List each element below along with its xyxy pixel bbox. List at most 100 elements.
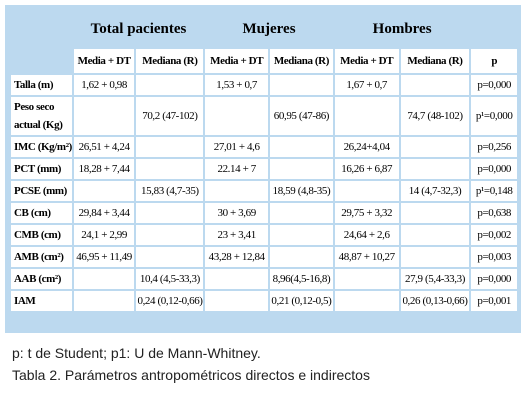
row-label: IAM (11, 291, 72, 311)
cell: 15,83 (4,7-35) (136, 181, 204, 201)
row-label: Talla (m) (11, 75, 72, 95)
data-row: PCSE (mm) 15,83 (4,7-35) 18,59 (4,8-35) 14 … (11, 181, 517, 201)
cell: 22.14 + 7 (205, 159, 269, 179)
cell: 1,67 + 0,7 (334, 75, 399, 95)
cell (270, 159, 333, 179)
blank-cell (11, 49, 72, 73)
cell: 1,62 + 0,98 (73, 75, 135, 95)
cell: 74,7 (48-102) (400, 97, 470, 135)
cell: p¹=0,000 (471, 97, 517, 135)
cell (136, 225, 204, 245)
cell: p=0,638 (471, 203, 517, 223)
cell (270, 75, 333, 95)
cell (270, 137, 333, 157)
row-label: PCSE (mm) (11, 181, 72, 201)
cell (400, 75, 470, 95)
cell: 24,64 + 2,6 (334, 225, 399, 245)
row-label: IMC (Kg/m²) (11, 137, 72, 157)
group-header: Total pacientes (90, 20, 187, 37)
row-label: Peso seco actual (Kg) (11, 97, 72, 135)
group-header: Hombres (372, 20, 432, 37)
cell: 29,75 + 3,32 (334, 203, 399, 223)
column-header: Media + DT (334, 49, 399, 73)
data-row: AMB (cm²) 46,95 + 11,49 43,28 + 12,84 48,87… (11, 247, 517, 267)
cell: 30 + 3,69 (205, 203, 269, 223)
cell: 24,1 + 2,99 (73, 225, 135, 245)
cell: 0,24 (0,12-0,66) (136, 291, 204, 311)
data-row: IMC (Kg/m²) 26,51 + 4,24 27,01 + 4,6 26,24+… (11, 137, 517, 157)
column-header: Mediana (R) (400, 49, 470, 73)
column-header: Mediana (R) (270, 49, 333, 73)
cell (334, 291, 399, 311)
cell: p=0,000 (471, 159, 517, 179)
cell: 8,96(4,5-16,8) (270, 269, 333, 289)
cell (205, 97, 269, 135)
data-row: CMB (cm) 24,1 + 2,99 23 + 3,41 24,64 + 2,6 p… (11, 225, 517, 245)
cell: p=0,001 (471, 291, 517, 311)
group-header: Mujeres (242, 20, 296, 37)
cell (400, 159, 470, 179)
cell: 26,24+4,04 (334, 137, 399, 157)
cell (73, 291, 135, 311)
cell: 46,95 + 11,49 (73, 247, 135, 267)
cell (334, 181, 399, 201)
cell: p=0,002 (471, 225, 517, 245)
cell (334, 97, 399, 135)
cell: 16,26 + 6,87 (334, 159, 399, 179)
cell (400, 247, 470, 267)
column-header-row: Media + DT Mediana (R) Media + DT Mediana (… (11, 49, 517, 73)
cell (334, 269, 399, 289)
column-header: Media + DT (73, 49, 135, 73)
cell: 0,21 (0,12-0,5) (270, 291, 333, 311)
group-header-row: Total pacientes Mujeres Hombres (11, 11, 517, 47)
cell (136, 75, 204, 95)
row-label: AMB (cm²) (11, 247, 72, 267)
cell (136, 159, 204, 179)
data-row: Peso seco actual (Kg) 70,2 (47-102) 60,95 … (11, 97, 517, 135)
cell: p=0,256 (471, 137, 517, 157)
row-label: CB (cm) (11, 203, 72, 223)
cell (73, 181, 135, 201)
cell: 0,26 (0,13-0,66) (400, 291, 470, 311)
cell: 60,95 (47-86) (270, 97, 333, 135)
cell: 29,84 + 3,44 (73, 203, 135, 223)
blank-cell (11, 11, 72, 47)
cell (205, 181, 269, 201)
row-label: AAB (cm²) (11, 269, 72, 289)
data-row: Talla (m) 1,62 + 0,98 1,53 + 0,7 1,67 + 0,7… (11, 75, 517, 95)
row-label: PCT (mm) (11, 159, 72, 179)
cell: p=0,000 (471, 75, 517, 95)
cell: 27,01 + 4,6 (205, 137, 269, 157)
data-row: AAB (cm²) 10,4 (4,5-33,3) 8,96(4,5-16,8) 27… (11, 269, 517, 289)
cell: 18,28 + 7,44 (73, 159, 135, 179)
cell: p¹=0,148 (471, 181, 517, 201)
cell: 26,51 + 4,24 (73, 137, 135, 157)
cell: 27,9 (5,4-33,3) (400, 269, 470, 289)
cell: 18,59 (4,8-35) (270, 181, 333, 201)
cell (270, 225, 333, 245)
cell (73, 269, 135, 289)
data-row: CB (cm) 29,84 + 3,44 30 + 3,69 29,75 + 3,32… (11, 203, 517, 223)
footnote: p: t de Student; p1: U de Mann-Whitney. (12, 345, 261, 361)
cell: 70,2 (47-102) (136, 97, 204, 135)
cell (205, 291, 269, 311)
cell (205, 269, 269, 289)
cell: p=0,000 (471, 269, 517, 289)
cell (270, 247, 333, 267)
cell: 23 + 3,41 (205, 225, 269, 245)
cell (136, 247, 204, 267)
cell (73, 97, 135, 135)
data-row: PCT (mm) 18,28 + 7,44 22.14 + 7 16,26 + 6,8… (11, 159, 517, 179)
column-header: Media + DT (205, 49, 269, 73)
table-panel: Total pacientes Mujeres Hombres Media + DT M… (5, 5, 521, 333)
cell: 43,28 + 12,84 (205, 247, 269, 267)
row-label: CMB (cm) (11, 225, 72, 245)
cell: p=0,003 (471, 247, 517, 267)
column-header: Mediana (R) (136, 49, 204, 73)
cell: 10,4 (4,5-33,3) (136, 269, 204, 289)
caption: Tabla 2. Parámetros antropométricos dire… (12, 367, 370, 383)
cell (270, 203, 333, 223)
cell: 14 (4,7-32,3) (400, 181, 470, 201)
column-header: p (471, 49, 517, 73)
